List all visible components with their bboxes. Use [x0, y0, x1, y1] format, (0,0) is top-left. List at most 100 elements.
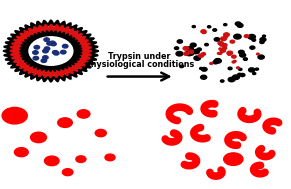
- Circle shape: [63, 44, 68, 48]
- Circle shape: [193, 49, 199, 54]
- Circle shape: [229, 51, 233, 54]
- Circle shape: [223, 47, 227, 49]
- Polygon shape: [3, 20, 99, 82]
- Circle shape: [15, 148, 28, 157]
- Circle shape: [23, 33, 79, 69]
- Circle shape: [210, 63, 213, 64]
- Circle shape: [77, 110, 90, 118]
- Circle shape: [45, 156, 59, 166]
- Circle shape: [200, 67, 203, 70]
- Circle shape: [257, 53, 259, 55]
- Text: Trypsin under: Trypsin under: [109, 52, 171, 61]
- Circle shape: [177, 40, 182, 43]
- Circle shape: [29, 37, 73, 65]
- Circle shape: [239, 68, 242, 70]
- Circle shape: [44, 38, 49, 41]
- Circle shape: [221, 80, 224, 82]
- Circle shape: [240, 74, 245, 77]
- Circle shape: [249, 68, 255, 72]
- Circle shape: [200, 75, 207, 79]
- Circle shape: [58, 118, 72, 127]
- Circle shape: [43, 49, 48, 53]
- Circle shape: [201, 53, 205, 55]
- Circle shape: [243, 58, 247, 60]
- Circle shape: [34, 46, 40, 49]
- Circle shape: [221, 37, 226, 41]
- Circle shape: [47, 42, 52, 45]
- Circle shape: [176, 51, 183, 56]
- Circle shape: [260, 38, 266, 42]
- Circle shape: [224, 24, 227, 26]
- Circle shape: [224, 33, 229, 36]
- Circle shape: [33, 51, 38, 54]
- Circle shape: [239, 50, 244, 54]
- Circle shape: [227, 51, 233, 55]
- Circle shape: [234, 34, 241, 39]
- Circle shape: [51, 42, 56, 46]
- Circle shape: [248, 34, 255, 39]
- Circle shape: [255, 68, 258, 70]
- Circle shape: [219, 52, 222, 54]
- Circle shape: [76, 156, 86, 162]
- Circle shape: [228, 77, 235, 82]
- Circle shape: [218, 41, 223, 45]
- Circle shape: [42, 56, 48, 59]
- Circle shape: [219, 53, 221, 54]
- Circle shape: [237, 73, 242, 76]
- Circle shape: [187, 47, 193, 51]
- Circle shape: [175, 47, 179, 50]
- Circle shape: [14, 27, 88, 75]
- Circle shape: [258, 55, 264, 59]
- Circle shape: [201, 67, 207, 71]
- Circle shape: [183, 47, 189, 50]
- Circle shape: [214, 38, 220, 41]
- Circle shape: [50, 41, 55, 45]
- Circle shape: [44, 47, 50, 50]
- Polygon shape: [10, 25, 92, 78]
- Circle shape: [223, 36, 227, 39]
- Circle shape: [52, 50, 58, 54]
- Circle shape: [54, 51, 59, 55]
- Circle shape: [224, 153, 243, 165]
- Circle shape: [214, 59, 221, 63]
- Circle shape: [190, 53, 194, 55]
- Circle shape: [194, 56, 200, 60]
- Polygon shape: [20, 31, 82, 71]
- Circle shape: [31, 132, 47, 143]
- Circle shape: [237, 67, 239, 69]
- Circle shape: [253, 72, 256, 74]
- Circle shape: [41, 59, 47, 62]
- Circle shape: [262, 35, 265, 37]
- Circle shape: [217, 53, 220, 54]
- Circle shape: [188, 50, 194, 53]
- Circle shape: [219, 48, 222, 50]
- Circle shape: [230, 40, 235, 43]
- Circle shape: [201, 30, 206, 33]
- Circle shape: [244, 35, 249, 38]
- Circle shape: [220, 43, 224, 46]
- Circle shape: [205, 43, 208, 46]
- Circle shape: [220, 49, 226, 52]
- Circle shape: [235, 22, 241, 26]
- Circle shape: [233, 60, 236, 62]
- Circle shape: [222, 44, 227, 47]
- Circle shape: [184, 52, 189, 55]
- Circle shape: [105, 154, 115, 161]
- Circle shape: [62, 169, 73, 176]
- Circle shape: [252, 39, 255, 41]
- Circle shape: [33, 56, 39, 60]
- Circle shape: [260, 41, 264, 43]
- Circle shape: [180, 65, 184, 68]
- Circle shape: [192, 26, 195, 28]
- Circle shape: [198, 54, 203, 57]
- Circle shape: [197, 48, 201, 51]
- Circle shape: [232, 61, 235, 63]
- Circle shape: [185, 51, 193, 56]
- Circle shape: [190, 43, 196, 47]
- Circle shape: [232, 55, 236, 58]
- Circle shape: [250, 46, 255, 49]
- Circle shape: [240, 53, 246, 57]
- Circle shape: [213, 61, 218, 64]
- Circle shape: [2, 107, 27, 124]
- Circle shape: [228, 53, 231, 55]
